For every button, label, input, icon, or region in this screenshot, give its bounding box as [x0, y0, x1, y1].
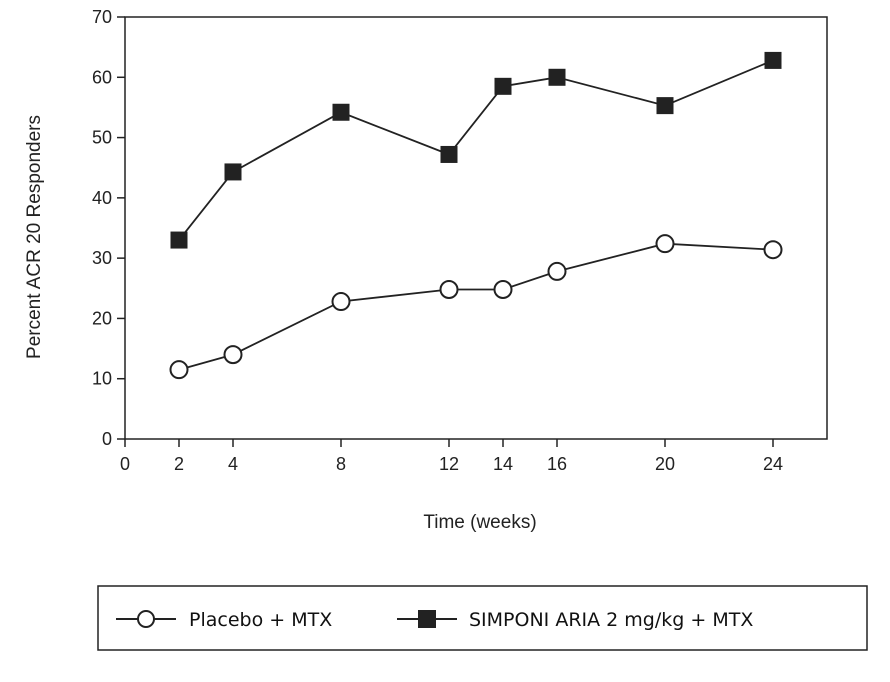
data-point — [169, 360, 189, 380]
data-point — [170, 231, 188, 249]
legend-item-placebo: Placebo + MTX — [116, 609, 332, 631]
y-tick-label: 20 — [92, 308, 112, 328]
series-line — [178, 242, 774, 371]
y-axis-title: Percent ACR 20 Responders — [24, 115, 45, 359]
x-tick-label: 4 — [228, 454, 238, 474]
x-tick-label: 8 — [336, 454, 346, 474]
data-point — [493, 279, 513, 299]
legend-item-simponi: SIMPONI ARIA 2 mg/kg + MTX — [397, 609, 753, 631]
y-tick-label: 30 — [92, 248, 112, 268]
y-tick-label: 70 — [92, 7, 112, 27]
x-tick-label: 2 — [174, 454, 184, 474]
legend-box — [97, 585, 868, 651]
series-placebo — [169, 234, 783, 380]
legend-label-placebo: Placebo + MTX — [189, 609, 332, 631]
data-point — [763, 240, 783, 260]
y-tick-label: 50 — [92, 128, 112, 148]
x-tick-label: 16 — [547, 454, 567, 474]
data-point — [494, 77, 512, 95]
data-point — [224, 163, 242, 181]
data-point — [548, 68, 566, 86]
plot-area-border — [124, 16, 828, 440]
data-point — [332, 103, 350, 121]
square-marker-icon — [418, 610, 436, 628]
x-axis-title: Time (weeks) — [423, 512, 536, 533]
series-line — [178, 59, 774, 241]
x-tick-label: 14 — [493, 454, 513, 474]
y-tick-label: 0 — [102, 429, 112, 449]
x-tick-label: 0 — [120, 454, 130, 474]
circle-marker-icon — [137, 610, 155, 628]
series-simponi — [170, 51, 782, 249]
legend-label-simponi: SIMPONI ARIA 2 mg/kg + MTX — [469, 609, 753, 631]
x-tick-label: 12 — [439, 454, 459, 474]
data-point — [223, 345, 243, 365]
legend: Placebo + MTX SIMPONI ARIA 2 mg/kg + MTX — [97, 585, 868, 651]
data-point — [439, 279, 459, 299]
data-point — [331, 292, 351, 312]
y-tick-label: 10 — [92, 369, 112, 389]
data-point — [764, 51, 782, 69]
series-layer — [169, 51, 783, 380]
data-point — [547, 261, 567, 281]
y-tick-label: 40 — [92, 188, 112, 208]
data-point — [655, 234, 675, 254]
x-tick-label: 20 — [655, 454, 675, 474]
plot-frame — [124, 16, 828, 440]
y-tick-label: 60 — [92, 67, 112, 87]
data-point — [440, 145, 458, 163]
data-point — [656, 97, 674, 115]
x-tick-label: 24 — [763, 454, 783, 474]
